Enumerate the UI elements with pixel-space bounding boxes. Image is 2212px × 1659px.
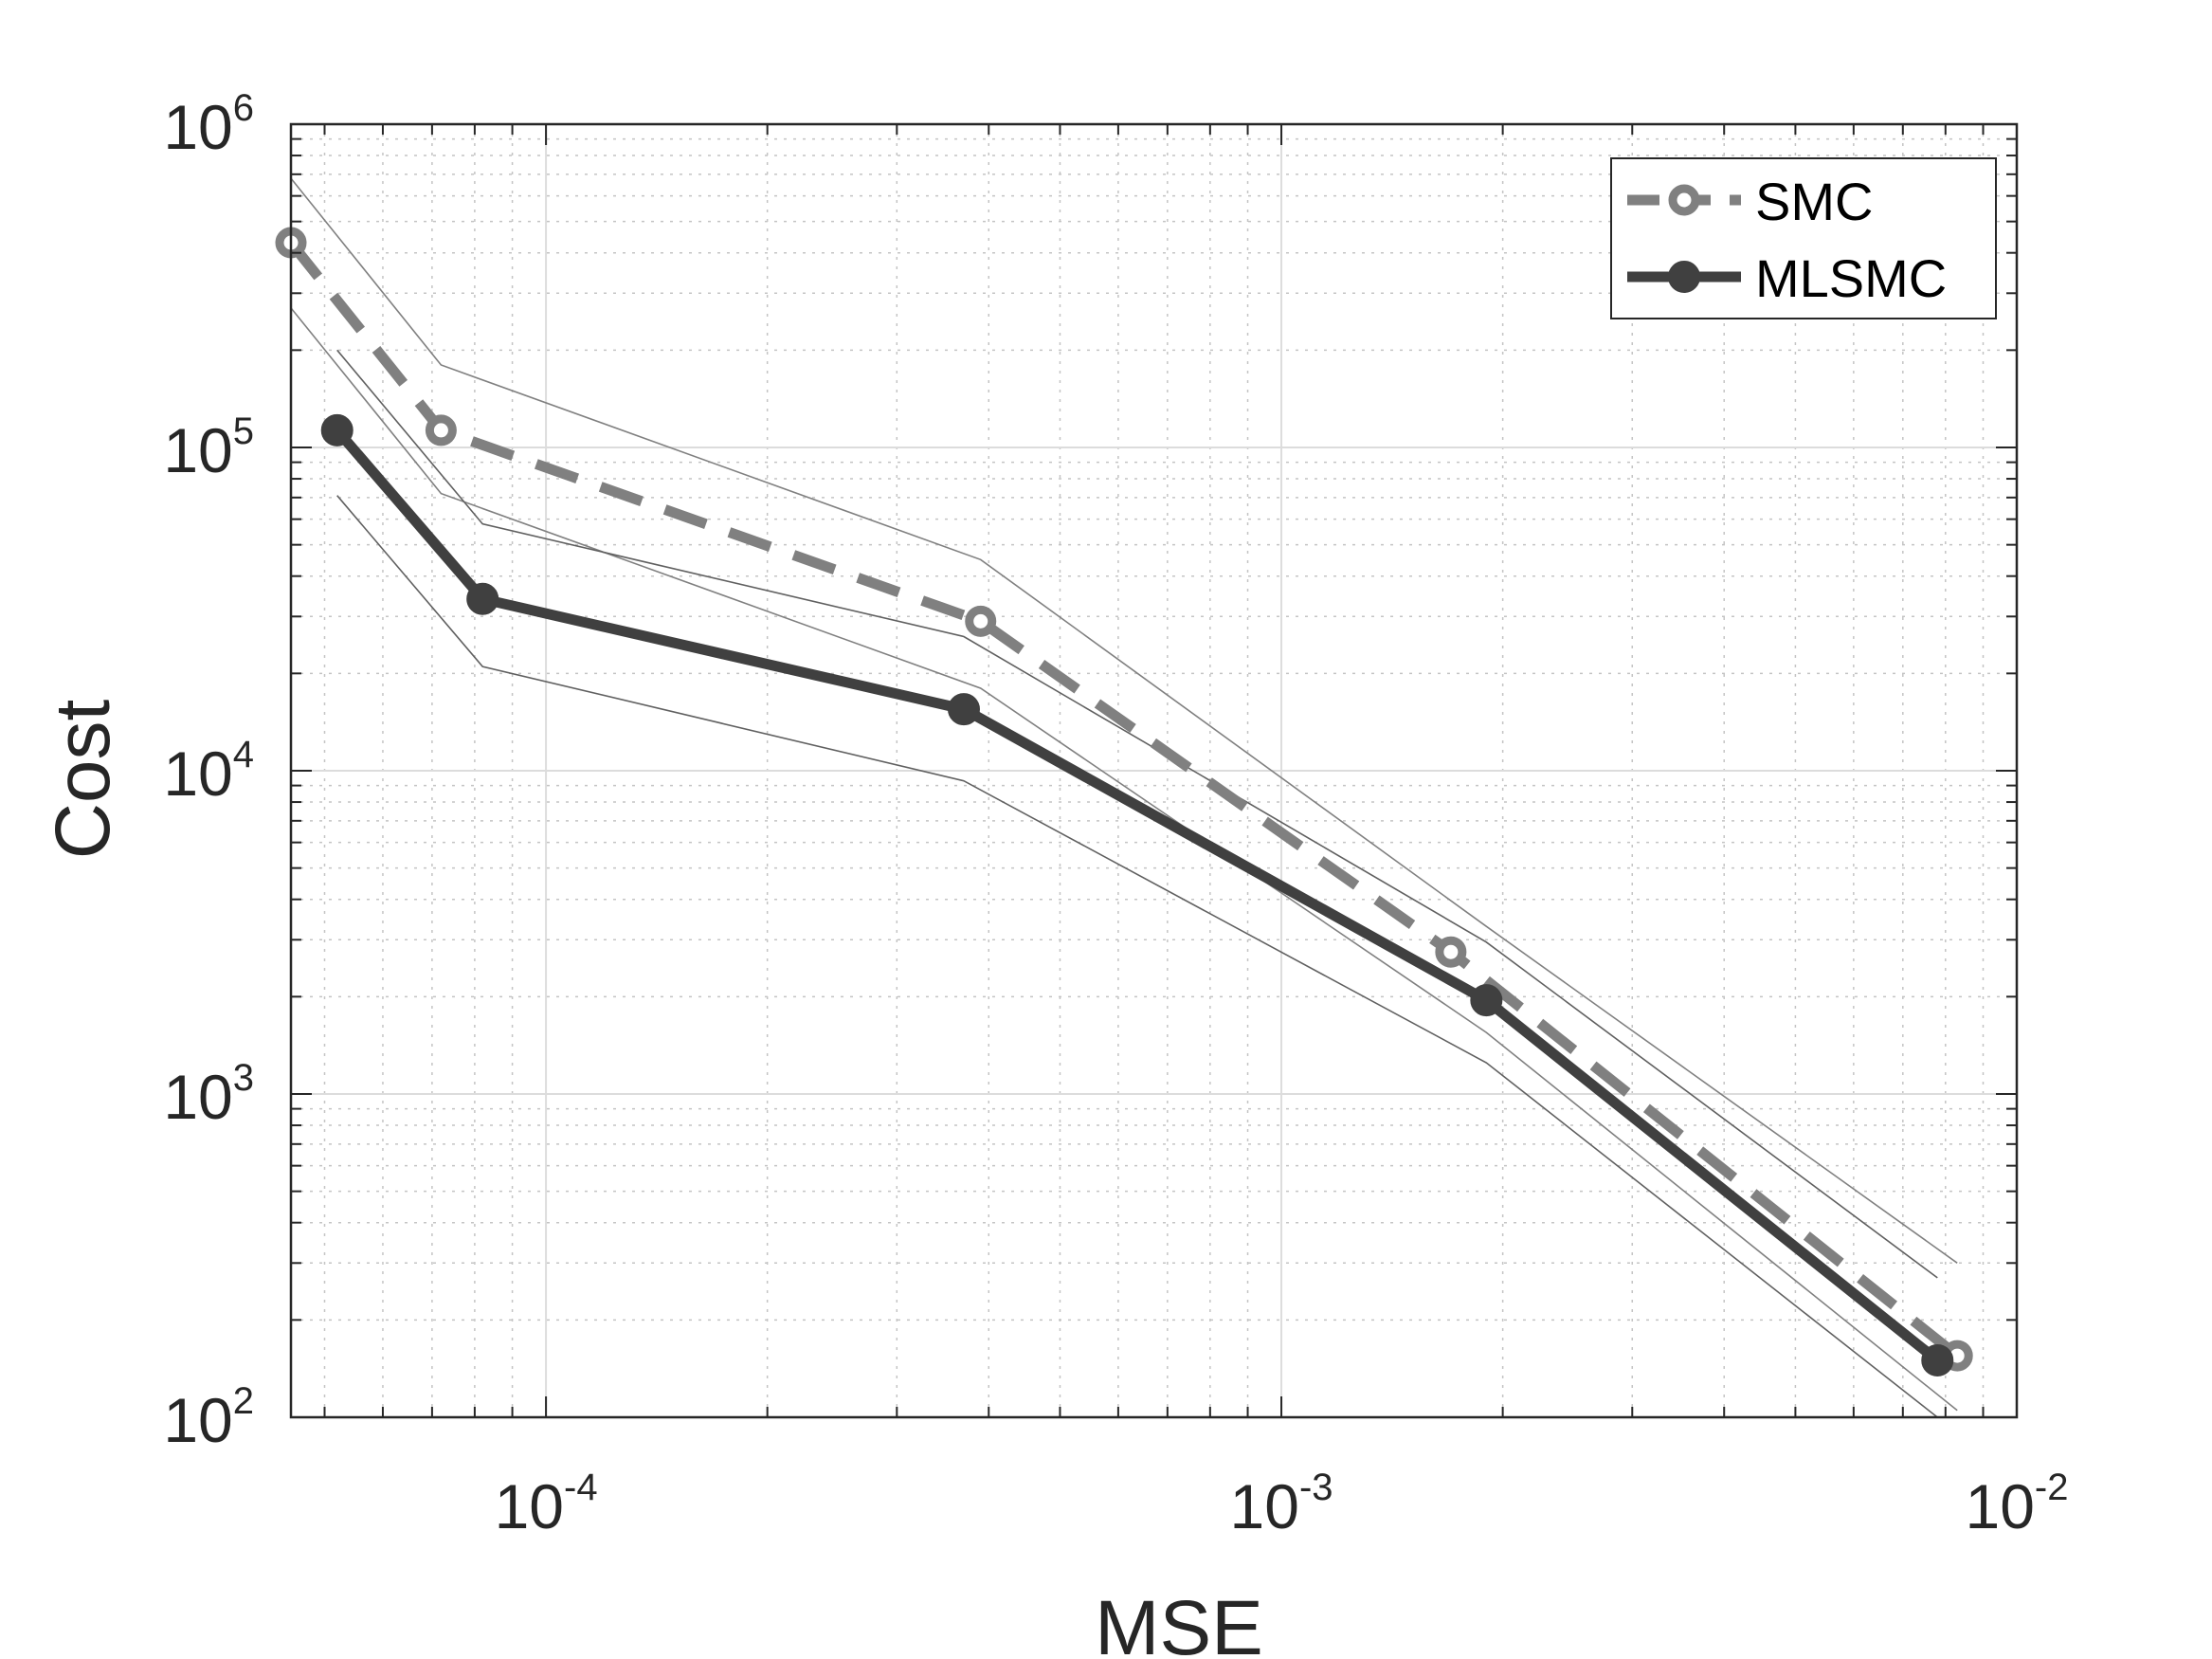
y-tick-label-base: 10 xyxy=(163,1062,232,1132)
band-mlsmc-lower xyxy=(336,495,1938,1418)
y-tick-label-exponent: 6 xyxy=(233,87,254,129)
legend-label-mlsmc: MLSMC xyxy=(1755,248,1947,308)
y-tick-label-base: 10 xyxy=(163,738,232,809)
legend-label-smc: SMC xyxy=(1755,172,1873,231)
y-tick-label: 104 xyxy=(163,734,254,809)
y-tick-label-exponent: 4 xyxy=(233,734,254,775)
data-point-smc xyxy=(965,605,997,637)
x-tick-label-exponent: -3 xyxy=(1299,1467,1333,1508)
x-tick-label-base: 10 xyxy=(1230,1471,1299,1541)
x-tick-label-exponent: -2 xyxy=(2035,1467,2069,1508)
x-tick-label-base: 10 xyxy=(495,1471,564,1541)
y-tick-label: 106 xyxy=(163,87,254,162)
x-tick-label: 10-4 xyxy=(495,1467,598,1541)
series-line-smc xyxy=(286,239,1961,1360)
x-axis-label: MSE xyxy=(1095,1585,1263,1659)
legend: SMC MLSMC xyxy=(1610,157,1997,319)
data-point-mlsmc xyxy=(947,693,980,726)
y-tick-label-exponent: 3 xyxy=(233,1057,254,1099)
band-smc-upper xyxy=(290,177,1958,1264)
y-tick-label: 103 xyxy=(163,1057,254,1132)
y-tick-label-exponent: 2 xyxy=(233,1380,254,1422)
data-point-mlsmc xyxy=(466,582,499,615)
y-tick-label: 102 xyxy=(163,1380,254,1455)
band-smc-lower xyxy=(290,307,1958,1412)
data-series xyxy=(275,227,1973,1376)
legend-marker-smc xyxy=(1668,184,1700,216)
data-point-smc xyxy=(1435,936,1467,968)
axis-ticks xyxy=(291,123,2018,1418)
data-point-smc xyxy=(425,414,457,447)
uncertainty-bands xyxy=(290,177,1958,1418)
data-point-mlsmc xyxy=(320,413,354,447)
data-point-mlsmc xyxy=(1921,1343,1954,1376)
y-tick-label-base: 10 xyxy=(163,415,232,485)
x-tick-labels: 10-4 10-3 10-2 xyxy=(495,1467,2069,1541)
x-tick-label-base: 10 xyxy=(1966,1471,2035,1541)
legend-marker-mlsmc xyxy=(1668,261,1700,293)
data-point-mlsmc xyxy=(1470,984,1503,1017)
band-mlsmc-upper xyxy=(336,349,1938,1279)
y-tick-label-exponent: 5 xyxy=(233,410,254,452)
y-tick-label: 105 xyxy=(163,410,254,485)
legend-box xyxy=(1610,157,1997,319)
x-tick-label-exponent: -4 xyxy=(564,1467,598,1508)
y-tick-label-base: 10 xyxy=(163,92,232,162)
y-axis-label: Cost xyxy=(40,699,126,859)
y-tick-label-base: 10 xyxy=(163,1385,232,1455)
x-tick-label: 10-2 xyxy=(1966,1467,2069,1541)
x-tick-label: 10-3 xyxy=(1230,1467,1333,1541)
